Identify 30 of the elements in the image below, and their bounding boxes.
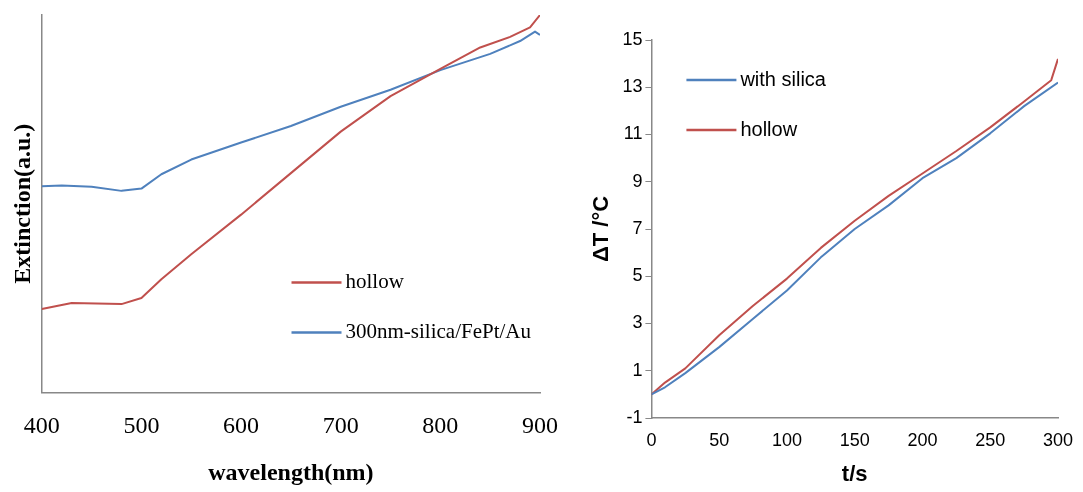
y-tick-label: 9 [632,170,643,191]
legend-label: 300nm-silica/FePt/Au [345,318,532,343]
y-axis-title: Extinction(a.u.) [8,123,35,284]
y-tick-label: -1 [626,406,643,427]
y-tick-label: 7 [632,217,643,238]
legend-label: hollow [740,117,798,140]
y-tick-label: 5 [632,265,643,286]
legend-label: hollow [345,268,405,293]
x-tick-label: 900 [522,412,558,439]
x-tick-label: 400 [23,412,60,439]
y-axis-title: ΔT /°C [588,195,614,263]
x-tick-label: 100 [771,429,802,450]
y-tick-label: 11 [623,123,643,144]
x-axis-title: t/s [841,460,868,486]
x-tick-label: 700 [322,412,359,439]
y-tick-label: 15 [622,28,643,49]
x-tick-label: 250 [975,429,1006,450]
x-tick-label: 800 [422,412,459,439]
y-tick-label: 1 [632,359,643,380]
x-tick-label: 300 [1042,429,1074,450]
x-tick-label: 0 [646,429,657,450]
legend-label: with silica [739,67,827,90]
x-tick-label: 150 [839,429,870,450]
y-tick-label: 3 [632,312,643,333]
x-tick-label: 500 [123,412,160,439]
x-tick-label: 200 [907,429,938,450]
x-tick-label: 600 [223,412,260,439]
x-axis-title: wavelength(nm) [208,458,374,485]
y-tick-label: 13 [622,76,643,97]
x-tick-label: 50 [709,429,730,450]
